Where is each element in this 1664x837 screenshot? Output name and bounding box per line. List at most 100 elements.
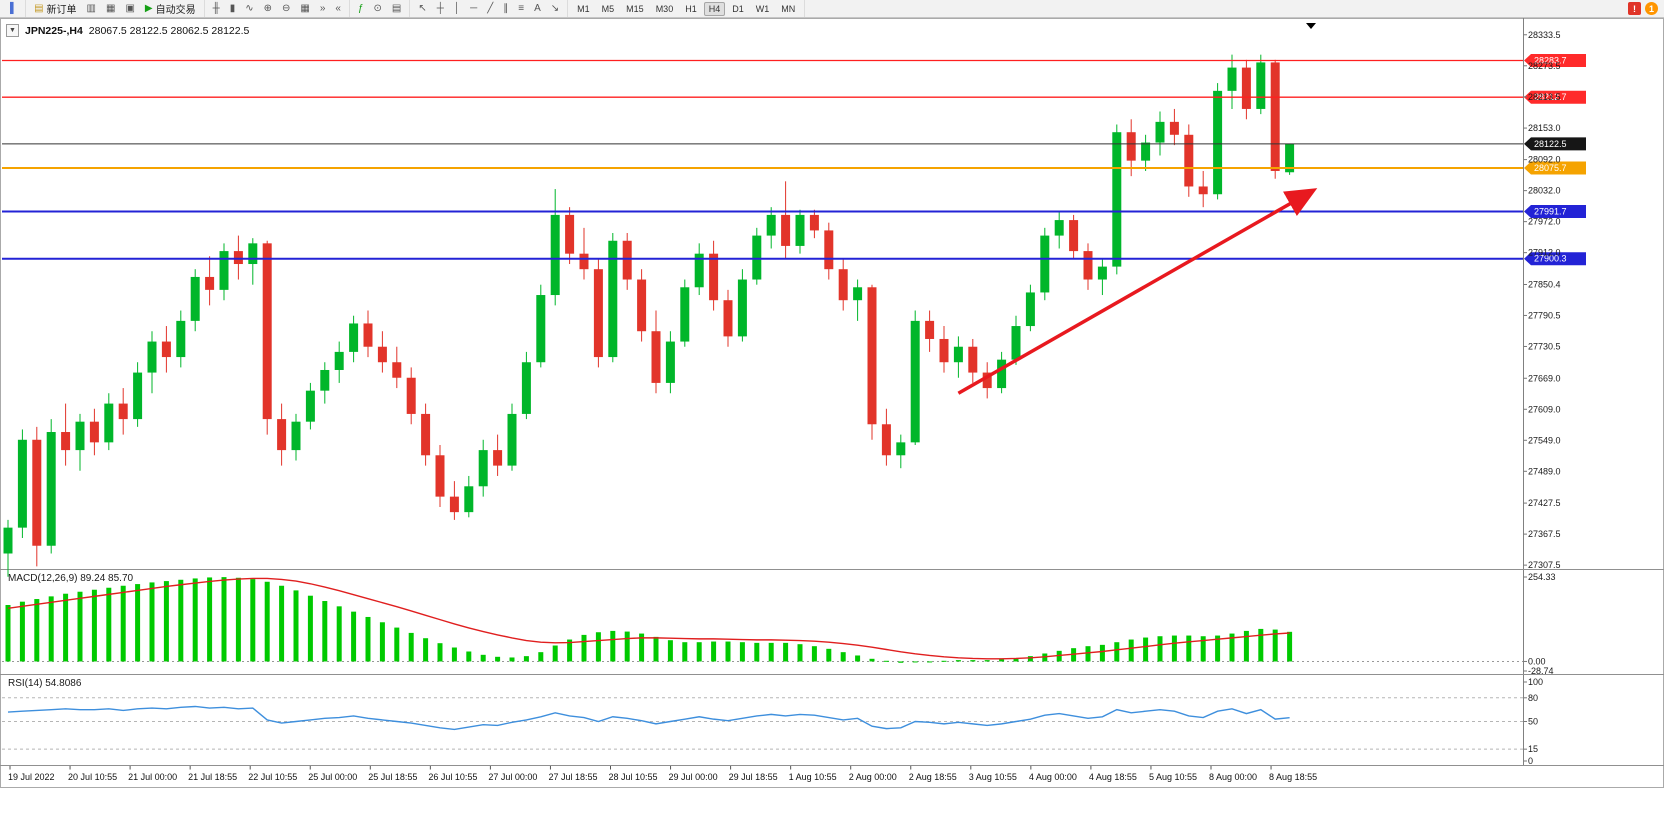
candle [593,269,603,358]
chart-window-icon: ▥ [86,2,96,14]
data-window-icon[interactable]: ▣ [121,1,138,16]
macd-axis-label: 254.33 [1528,572,1556,582]
bar-chart-icon[interactable]: ╫ [209,1,224,16]
candle [824,230,834,270]
equidistant-channel-icon[interactable]: ∥ [499,1,512,16]
timeframe-button-h4[interactable]: H4 [703,1,726,16]
candle [752,235,762,280]
cursor-icon[interactable]: ↖ [414,1,430,16]
new-order-button-label: 新订单 [46,5,77,16]
new-order-button[interactable]: ▤ 新订单 [30,1,80,16]
time-axis[interactable]: 19 Jul 2022 20 Jul 10:55 21 Jul 00:00 21 Ju… [8,766,1317,782]
notification-badge[interactable]: 1 [1645,2,1658,15]
crosshair-icon: ┼ [436,2,444,14]
crosshair-icon[interactable]: ┼ [433,1,448,16]
candle [449,496,459,513]
indicators-icon: ƒ [357,2,364,14]
timeframe-button-m15[interactable]: M15 [626,3,644,14]
tile-windows-icon[interactable]: ▦ [296,1,313,16]
candle [89,421,99,443]
line-chart-icon[interactable]: ∿ [241,1,257,16]
candle [910,320,920,443]
candle [565,214,575,254]
profiles-icon[interactable]: ▦ [102,1,119,16]
chart-window-icon[interactable]: ▥ [83,1,100,16]
indicators-icon[interactable]: ƒ [354,1,368,16]
price-axis-label: 28213.5 [1528,92,1561,102]
candle [982,372,992,389]
alert-icon[interactable]: ! [1628,2,1641,15]
zoom-in-icon: ⊕ [263,2,272,14]
candles [3,54,1295,577]
horizontal-line-resistance-2[interactable]: 28212.7 [2,90,1586,104]
candle [161,341,171,358]
vertical-line-icon[interactable]: │ [450,1,464,16]
chart-canvas[interactable]: 28283.7 28212.7 28122.5 28075.7 27991.7 27900… [0,18,1664,788]
price-axis-label: 27367.5 [1528,529,1561,539]
candle [334,351,344,370]
horizontal-line-icon: ─ [470,2,478,14]
price-badge [1524,90,1586,104]
horizontal-line-icon[interactable]: ─ [466,1,481,16]
rsi-axis-label: 80 [1528,693,1538,703]
price-axis[interactable]: 28333.5 28273.5 28213.5 28153.0 28092.0 28032… [1523,30,1561,570]
periods-icon[interactable]: ⊙ [370,1,386,16]
macd-signal-line [7,577,1290,660]
candle [1126,132,1136,161]
chart-shift-icon[interactable]: « [331,1,345,16]
price-badge-label: 28122.5 [1534,139,1567,149]
timeframe-button-w1[interactable]: W1 [755,3,770,14]
timeframe-button-m1[interactable]: M1 [577,3,590,14]
new-order-button-icon: ▤ [34,2,44,14]
toolbar: ▌ ▤ 新订单 ▥ ▦ ▣ ▶ 自动交易 ╫ ▮ ∿ ⊕ ⊖ ▦» «ƒ ⊙ ▤ ↖ ┼ │ ─ ╱ ∥ ≡ A ↘ M1 M5 M15… [0,0,1664,18]
scroll-end-marker-icon [1306,23,1316,29]
toolbar-right: ! 1 [1628,2,1662,15]
horizontal-line-resistance-1[interactable]: 28283.7 [2,54,1586,68]
timeframe-button-m30[interactable]: M30 [655,3,674,14]
arrow-tool-icon[interactable]: ↘ [547,1,563,16]
timeframe-button-d1[interactable]: D1 [732,3,744,14]
candle [507,413,517,466]
one-click-trading-toggle[interactable]: ▼ [6,24,19,37]
panels-toggle-icon[interactable]: ▌ [6,1,21,16]
time-axis-label: 27 Jul 00:00 [488,772,537,782]
timeframe-button-m5[interactable]: M5 [601,3,615,14]
bid-price-line[interactable]: 28122.5 [2,137,1586,151]
horizontal-line-support-2[interactable]: 27900.3 [2,252,1586,266]
candle [521,362,531,414]
horizontal-line-support-1[interactable]: 27991.7 [2,204,1586,218]
candle [1025,292,1035,327]
timeframe-button-h1[interactable]: H1 [685,3,697,14]
horizontal-line-pivot-orange[interactable]: 28075.7 [2,161,1586,175]
auto-scroll-icon: » [319,2,326,14]
trend-arrow[interactable] [957,188,1318,395]
candle [1213,90,1223,195]
candle [925,320,935,339]
autotrading-button[interactable]: ▶ 自动交易 [141,1,200,16]
candlestick-chart-icon[interactable]: ▮ [226,1,240,16]
time-axis-label: 20 Jul 10:55 [68,772,117,782]
time-axis-label: 22 Jul 10:55 [248,772,297,782]
zoom-out-icon[interactable]: ⊖ [278,1,294,16]
timeframe-button-mn[interactable]: MN [781,3,796,14]
candle [1169,121,1179,135]
candle [1054,220,1064,236]
candle [809,214,819,231]
candle [363,323,373,347]
text-tool-icon[interactable]: A [530,1,545,16]
profiles-icon: ▦ [106,2,116,14]
zoom-in-icon[interactable]: ⊕ [260,1,276,16]
price-badge [1524,137,1586,151]
candle [493,450,503,466]
templates-icon[interactable]: ▤ [388,1,405,16]
candle [651,331,661,383]
toolbar-group: ↖ ┼ │ ─ ╱ ∥ ≡ A ↘ [410,0,569,17]
trendline-icon[interactable]: ╱ [483,1,497,16]
time-axis-label: 29 Jul 00:00 [669,772,718,782]
price-badge-label: 28283.7 [1534,56,1567,66]
auto-scroll-icon[interactable]: » [316,1,330,16]
candle [392,362,402,378]
price-axis-label: 27912.0 [1528,248,1561,258]
fibonacci-icon[interactable]: ≡ [514,1,528,16]
